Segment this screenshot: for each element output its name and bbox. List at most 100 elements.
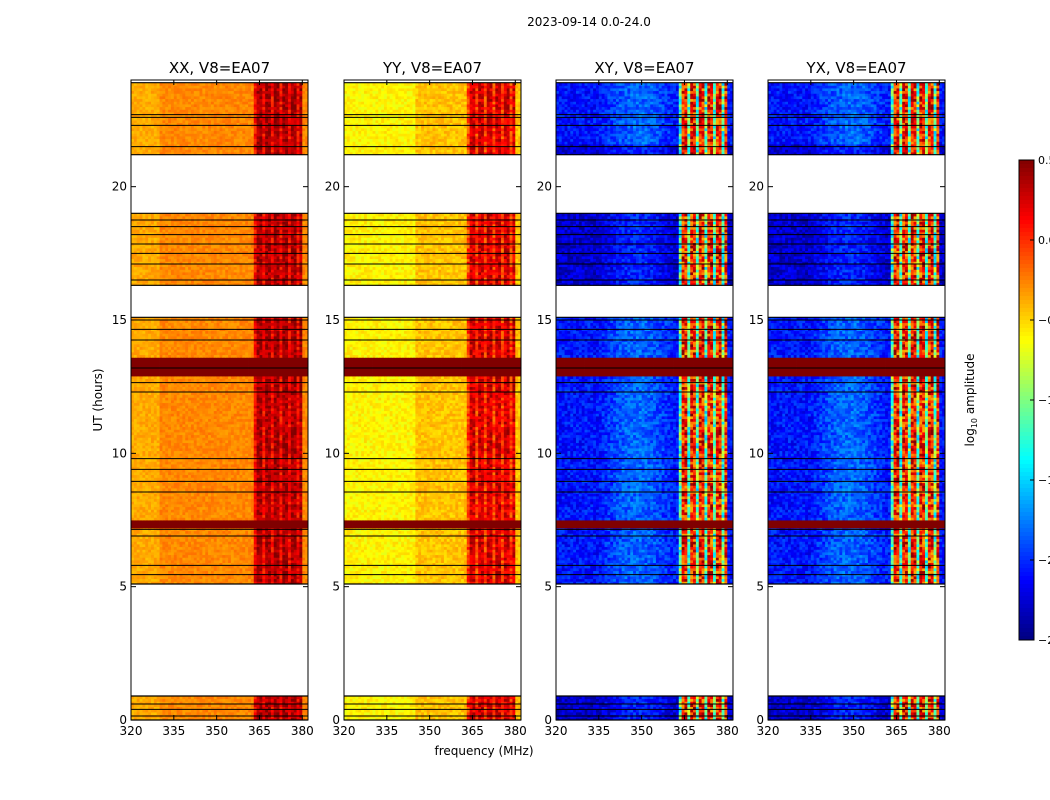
heatmap-cell xyxy=(222,506,226,510)
heatmap-cell xyxy=(228,416,232,420)
heatmap-cell xyxy=(208,541,212,545)
heatmap-cell xyxy=(185,429,189,433)
heatmap-cell xyxy=(228,402,232,406)
heatmap-cell xyxy=(236,552,240,556)
heatmap-cell xyxy=(250,570,255,574)
heatmap-cell xyxy=(288,570,292,574)
heatmap-cell xyxy=(222,709,226,713)
heatmap-cell xyxy=(239,568,243,572)
heatmap-cell xyxy=(179,448,183,452)
heatmap-cell xyxy=(256,520,260,524)
heatmap-cell xyxy=(296,405,300,409)
heatmap-cell xyxy=(131,413,135,417)
heatmap-cell xyxy=(242,706,246,710)
heatmap-cell xyxy=(279,562,283,566)
heatmap-cell xyxy=(276,517,280,521)
heatmap-cell xyxy=(173,512,178,516)
heatmap-cell xyxy=(145,418,149,422)
heatmap-cell xyxy=(165,517,169,521)
heatmap-cell xyxy=(293,562,297,566)
heatmap-cell xyxy=(290,466,295,470)
heatmap-cell xyxy=(205,402,209,406)
heatmap-cell xyxy=(142,440,146,444)
heatmap-cell xyxy=(222,482,226,486)
heatmap-cell xyxy=(208,429,212,433)
heatmap-cell xyxy=(182,544,186,548)
heatmap-cell xyxy=(131,509,135,513)
heatmap-cell xyxy=(165,493,169,497)
heatmap-cell xyxy=(148,410,152,414)
heatmap-cell xyxy=(253,416,258,420)
heatmap-cell xyxy=(276,418,280,422)
heatmap-cell xyxy=(210,517,215,521)
heatmap-cell xyxy=(196,472,200,476)
heatmap-cell xyxy=(259,437,263,441)
heatmap-cell xyxy=(302,701,306,705)
heatmap-cell xyxy=(250,525,255,529)
heatmap-cell xyxy=(150,402,155,406)
heatmap-cell xyxy=(268,717,272,721)
heatmap-cell xyxy=(222,424,226,428)
heatmap-cell xyxy=(162,397,166,401)
heatmap-cell xyxy=(213,546,218,550)
heatmap-cell xyxy=(253,394,258,398)
heatmap-cell xyxy=(302,461,306,465)
heatmap-cell xyxy=(262,432,266,436)
heatmap-cell xyxy=(265,466,269,470)
heatmap-cell xyxy=(262,509,266,513)
heatmap-cell xyxy=(245,701,249,705)
heatmap-cell xyxy=(305,394,309,398)
heatmap-cell xyxy=(182,533,186,537)
heatmap-cell xyxy=(210,405,215,409)
heatmap-cell xyxy=(259,512,263,516)
heatmap-cell xyxy=(185,504,189,508)
heatmap-cell xyxy=(139,570,143,574)
heatmap-cell xyxy=(185,469,189,473)
heatmap-cell xyxy=(145,696,149,700)
heatmap-cell xyxy=(262,536,266,540)
heatmap-cell xyxy=(256,485,260,489)
heatmap-cell xyxy=(265,450,269,454)
heatmap-cell xyxy=(153,474,158,478)
heatmap-cell xyxy=(245,448,249,452)
heatmap-cell xyxy=(256,458,260,462)
heatmap-cell xyxy=(148,696,152,700)
heatmap-cell xyxy=(168,712,172,716)
heatmap-cell xyxy=(285,578,289,582)
heatmap-cell xyxy=(239,506,243,510)
heatmap-cell xyxy=(170,546,175,550)
heatmap-cell xyxy=(131,493,135,497)
heatmap-cell xyxy=(233,466,238,470)
heatmap-cell xyxy=(176,445,180,449)
heatmap-cell xyxy=(270,536,275,540)
heatmap-cell xyxy=(176,477,180,481)
heatmap-cell xyxy=(273,578,277,582)
heatmap-cell xyxy=(182,704,186,708)
heatmap-cell xyxy=(153,509,158,513)
heatmap-cell xyxy=(182,520,186,524)
heatmap-cell xyxy=(162,514,166,518)
heatmap-cell xyxy=(242,421,246,425)
heatmap-cell xyxy=(265,701,269,705)
heatmap-cell xyxy=(136,701,140,705)
heatmap-cell xyxy=(205,432,209,436)
heatmap-cell xyxy=(262,437,266,441)
heatmap-cell xyxy=(268,696,272,700)
heatmap-cell xyxy=(136,533,140,537)
heatmap-cell xyxy=(293,440,297,444)
heatmap-cell xyxy=(248,397,252,401)
heatmap-cell xyxy=(276,461,280,465)
heatmap-cell xyxy=(156,509,160,513)
heatmap-cell xyxy=(188,570,192,574)
heatmap-cell xyxy=(205,424,209,428)
heatmap-cell xyxy=(256,416,260,420)
heatmap-cell xyxy=(213,434,218,438)
heatmap-cell xyxy=(288,517,292,521)
heatmap-cell xyxy=(233,562,238,566)
heatmap-cell xyxy=(188,698,192,702)
heatmap-cell xyxy=(259,477,263,481)
heatmap-cell xyxy=(262,525,266,529)
heatmap-cell xyxy=(230,445,235,449)
heatmap-cell xyxy=(242,501,246,505)
heatmap-cell xyxy=(136,469,140,473)
